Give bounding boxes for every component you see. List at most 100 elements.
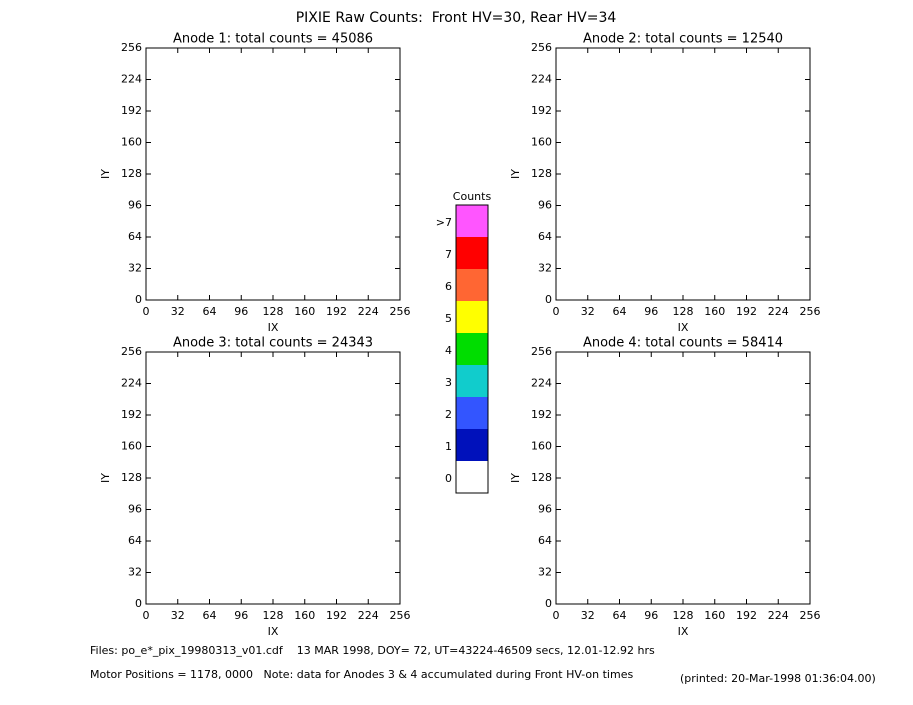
colorbar-label: 4 — [445, 344, 452, 357]
colorbar-label: 5 — [445, 312, 452, 325]
colorbar-swatch — [456, 237, 488, 269]
x-tick-label: 128 — [673, 305, 694, 318]
x-tick-label: 192 — [326, 609, 347, 622]
x-tick-label: 32 — [581, 609, 595, 622]
y-tick-label: 64 — [538, 534, 552, 547]
colorbar-frame — [455, 204, 489, 494]
colorbar-swatch — [456, 333, 488, 365]
x-axis-label: IX — [678, 321, 689, 334]
y-tick-label: 224 — [121, 73, 142, 86]
x-axis-label: IX — [268, 321, 279, 334]
x-tick-label: 192 — [736, 609, 757, 622]
colorbar-swatch — [456, 429, 488, 461]
x-tick-label: 224 — [358, 305, 379, 318]
y-tick-label: 64 — [128, 230, 142, 243]
y-tick-label: 64 — [538, 230, 552, 243]
y-tick-label: 160 — [531, 136, 552, 149]
colorbar-swatch — [456, 205, 488, 237]
y-axis-label: IY — [99, 473, 112, 483]
panel-title: Anode 1: total counts = 45086 — [173, 32, 373, 47]
y-tick-label: 32 — [128, 262, 142, 275]
y-axis-label: IY — [99, 169, 112, 179]
x-tick-label: 64 — [203, 609, 217, 622]
y-tick-label: 128 — [531, 167, 552, 180]
x-tick-label: 96 — [234, 305, 248, 318]
x-tick-label: 128 — [263, 305, 284, 318]
y-tick-label: 96 — [128, 199, 142, 212]
x-tick-label: 128 — [263, 609, 284, 622]
x-tick-label: 256 — [390, 609, 411, 622]
x-tick-label: 160 — [294, 609, 315, 622]
y-tick-label: 192 — [121, 408, 142, 421]
x-tick-label: 64 — [203, 305, 217, 318]
y-axis-label: IY — [509, 169, 522, 179]
colorbar-label: 0 — [445, 472, 452, 485]
x-tick-label: 256 — [390, 305, 411, 318]
x-tick-label: 192 — [326, 305, 347, 318]
colorbar-label: 6 — [445, 280, 452, 293]
x-tick-label: 96 — [234, 609, 248, 622]
y-tick-label: 256 — [121, 345, 142, 358]
x-tick-label: 256 — [800, 609, 821, 622]
y-tick-label: 192 — [121, 104, 142, 117]
x-tick-label: 224 — [768, 305, 789, 318]
x-tick-label: 96 — [644, 305, 658, 318]
y-tick-label: 160 — [121, 136, 142, 149]
footer-files: Files: po_e*_pix_19980313_v01.cdf 13 MAR… — [90, 644, 655, 657]
plot-area — [145, 47, 401, 301]
y-tick-label: 224 — [121, 377, 142, 390]
x-tick-label: 32 — [171, 609, 185, 622]
y-tick-label: 96 — [128, 503, 142, 516]
y-tick-label: 160 — [121, 440, 142, 453]
y-tick-label: 128 — [121, 471, 142, 484]
y-tick-label: 0 — [135, 597, 142, 610]
colorbar-swatch — [456, 269, 488, 301]
x-axis-label: IX — [678, 625, 689, 638]
panel-title: Anode 3: total counts = 24343 — [173, 336, 373, 351]
y-tick-label: 224 — [531, 73, 552, 86]
colorbar-label: >7 — [436, 216, 452, 229]
x-tick-label: 0 — [143, 305, 150, 318]
figure-title: PIXIE Raw Counts: Front HV=30, Rear HV=3… — [296, 10, 617, 26]
x-axis-label: IX — [268, 625, 279, 638]
x-tick-label: 96 — [644, 609, 658, 622]
colorbar-swatch — [456, 461, 488, 493]
x-tick-label: 224 — [358, 609, 379, 622]
x-tick-label: 256 — [800, 305, 821, 318]
colorbar-swatch — [456, 301, 488, 333]
plot-area — [555, 351, 811, 605]
plot-area — [555, 47, 811, 301]
y-tick-label: 256 — [121, 41, 142, 54]
y-tick-label: 0 — [545, 293, 552, 306]
y-tick-label: 96 — [538, 199, 552, 212]
y-tick-label: 224 — [531, 377, 552, 390]
x-tick-label: 32 — [171, 305, 185, 318]
y-tick-label: 64 — [128, 534, 142, 547]
y-tick-label: 96 — [538, 503, 552, 516]
colorbar-title: Counts — [453, 190, 492, 203]
y-tick-label: 0 — [545, 597, 552, 610]
y-tick-label: 128 — [531, 471, 552, 484]
y-tick-label: 256 — [531, 345, 552, 358]
panel-title: Anode 2: total counts = 12540 — [583, 32, 783, 47]
y-tick-label: 192 — [531, 408, 552, 421]
colorbar-label: 7 — [445, 248, 452, 261]
colorbar-label: 2 — [445, 408, 452, 421]
y-tick-label: 0 — [135, 293, 142, 306]
y-tick-label: 32 — [128, 566, 142, 579]
x-tick-label: 0 — [553, 609, 560, 622]
y-tick-label: 192 — [531, 104, 552, 117]
colorbar-label: 1 — [445, 440, 452, 453]
x-tick-label: 128 — [673, 609, 694, 622]
x-tick-label: 224 — [768, 609, 789, 622]
colorbar-swatch — [456, 365, 488, 397]
colorbar-label: 3 — [445, 376, 452, 389]
x-tick-label: 0 — [553, 305, 560, 318]
x-tick-label: 160 — [294, 305, 315, 318]
y-tick-label: 256 — [531, 41, 552, 54]
panel-title: Anode 4: total counts = 58414 — [583, 336, 783, 351]
x-tick-label: 0 — [143, 609, 150, 622]
y-tick-label: 160 — [531, 440, 552, 453]
